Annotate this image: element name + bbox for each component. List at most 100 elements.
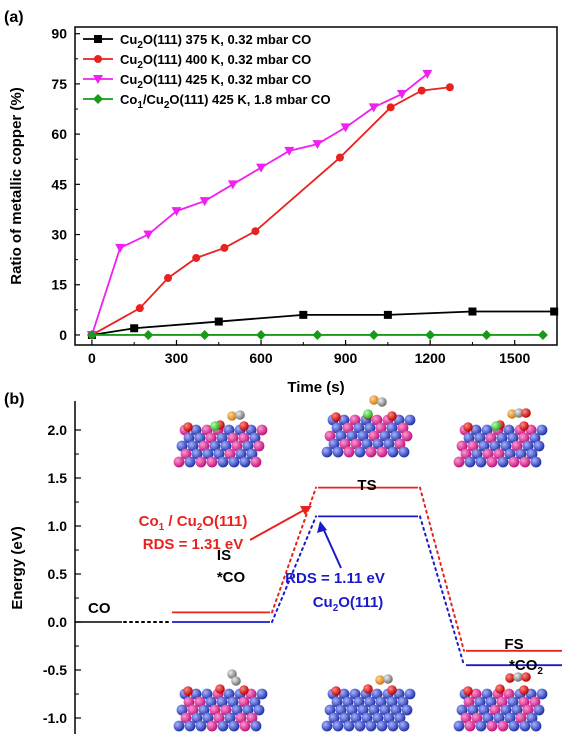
atom <box>474 432 486 444</box>
atom <box>361 438 373 450</box>
atom <box>365 446 377 458</box>
atom <box>195 456 207 468</box>
y-tick-label: 60 <box>51 126 67 142</box>
atom <box>379 704 391 716</box>
series-line <box>91 86 450 336</box>
structure-model <box>321 395 416 458</box>
atom <box>346 430 358 442</box>
atom <box>176 704 188 716</box>
data-point <box>130 324 139 333</box>
panel-a-series <box>86 69 559 340</box>
y-tick-label: 45 <box>51 176 67 192</box>
data-point <box>550 307 559 316</box>
atom <box>470 424 482 436</box>
atom <box>453 720 465 732</box>
atom <box>238 432 250 444</box>
adsorbate-atom <box>375 675 385 685</box>
panel-a-x-ticks: 0 300 600 900 1200 1500 <box>88 340 530 366</box>
atom <box>508 456 520 468</box>
atom <box>526 448 538 460</box>
atom <box>349 414 361 426</box>
adsorbate-atom <box>505 673 515 683</box>
data-point <box>199 197 210 207</box>
atom <box>364 422 376 434</box>
atom <box>504 712 516 724</box>
adsorbate-atom <box>227 669 237 679</box>
atom <box>213 712 225 724</box>
structure-model <box>453 672 548 732</box>
atom <box>467 704 479 716</box>
structure-model <box>453 408 548 468</box>
oxygen-atom <box>387 685 397 695</box>
atom <box>216 696 228 708</box>
data-point <box>220 243 229 252</box>
atom <box>529 432 541 444</box>
atom <box>482 712 494 724</box>
state-label-co: CO <box>88 600 111 617</box>
atom <box>533 704 545 716</box>
atom <box>353 696 365 708</box>
atom <box>350 438 362 450</box>
atom <box>328 712 340 724</box>
structure-model <box>173 410 268 468</box>
atom <box>404 414 416 426</box>
y-tick-label: 1.0 <box>48 518 68 534</box>
atom <box>497 456 509 468</box>
atom <box>511 704 523 716</box>
atom <box>497 720 509 732</box>
atom <box>376 720 388 732</box>
panel-a-label: (a) <box>4 9 24 26</box>
atom <box>536 688 548 700</box>
data-point <box>481 329 492 340</box>
panel-b-y-axis-label: Energy (eV) <box>9 526 26 609</box>
atom <box>404 688 416 700</box>
atom <box>504 448 516 460</box>
atom <box>390 430 402 442</box>
panel-a-y-axis-label: Ratio of metallic copper (%) <box>8 87 25 285</box>
state-label-fs-adsorbate: *CO2​ <box>509 657 543 677</box>
atom <box>511 440 523 452</box>
atom <box>321 446 333 458</box>
data-point <box>386 103 395 112</box>
atom <box>191 712 203 724</box>
y-tick-label: 0.5 <box>48 566 68 582</box>
atom <box>217 720 229 732</box>
data-point <box>171 207 182 217</box>
atom <box>481 424 493 436</box>
oxygen-atom <box>495 684 505 694</box>
atom <box>485 432 497 444</box>
data-point <box>368 329 379 340</box>
atom <box>176 440 188 452</box>
atom <box>376 446 388 458</box>
atom <box>493 712 505 724</box>
atom <box>394 438 406 450</box>
atom <box>253 704 265 716</box>
legend-entry-1: Cu2​O(111) 375 K, 0.32 mbar CO <box>120 32 311 51</box>
data-point <box>312 329 323 340</box>
data-point <box>164 274 173 283</box>
panel-a-frame <box>74 26 558 346</box>
data-point <box>115 243 126 253</box>
atom <box>183 696 195 708</box>
atom <box>342 422 354 434</box>
atom <box>519 456 531 468</box>
atom <box>242 704 254 716</box>
adsorbate-atom <box>521 408 531 418</box>
x-tick-label: 1200 <box>415 350 446 366</box>
structure-model <box>321 674 416 732</box>
atom <box>239 720 251 732</box>
y-tick-label: 75 <box>51 76 67 92</box>
data-point <box>143 230 154 240</box>
atom <box>250 456 262 468</box>
series-line <box>91 310 555 336</box>
x-tick-label: 600 <box>249 350 273 366</box>
atom <box>223 424 235 436</box>
atom <box>184 720 196 732</box>
atom <box>187 704 199 716</box>
atom <box>343 446 355 458</box>
data-point <box>422 69 433 79</box>
atom <box>475 720 487 732</box>
atom <box>220 440 232 452</box>
state-label-fs: FS <box>504 636 523 653</box>
adsorbate-atom <box>513 672 523 682</box>
